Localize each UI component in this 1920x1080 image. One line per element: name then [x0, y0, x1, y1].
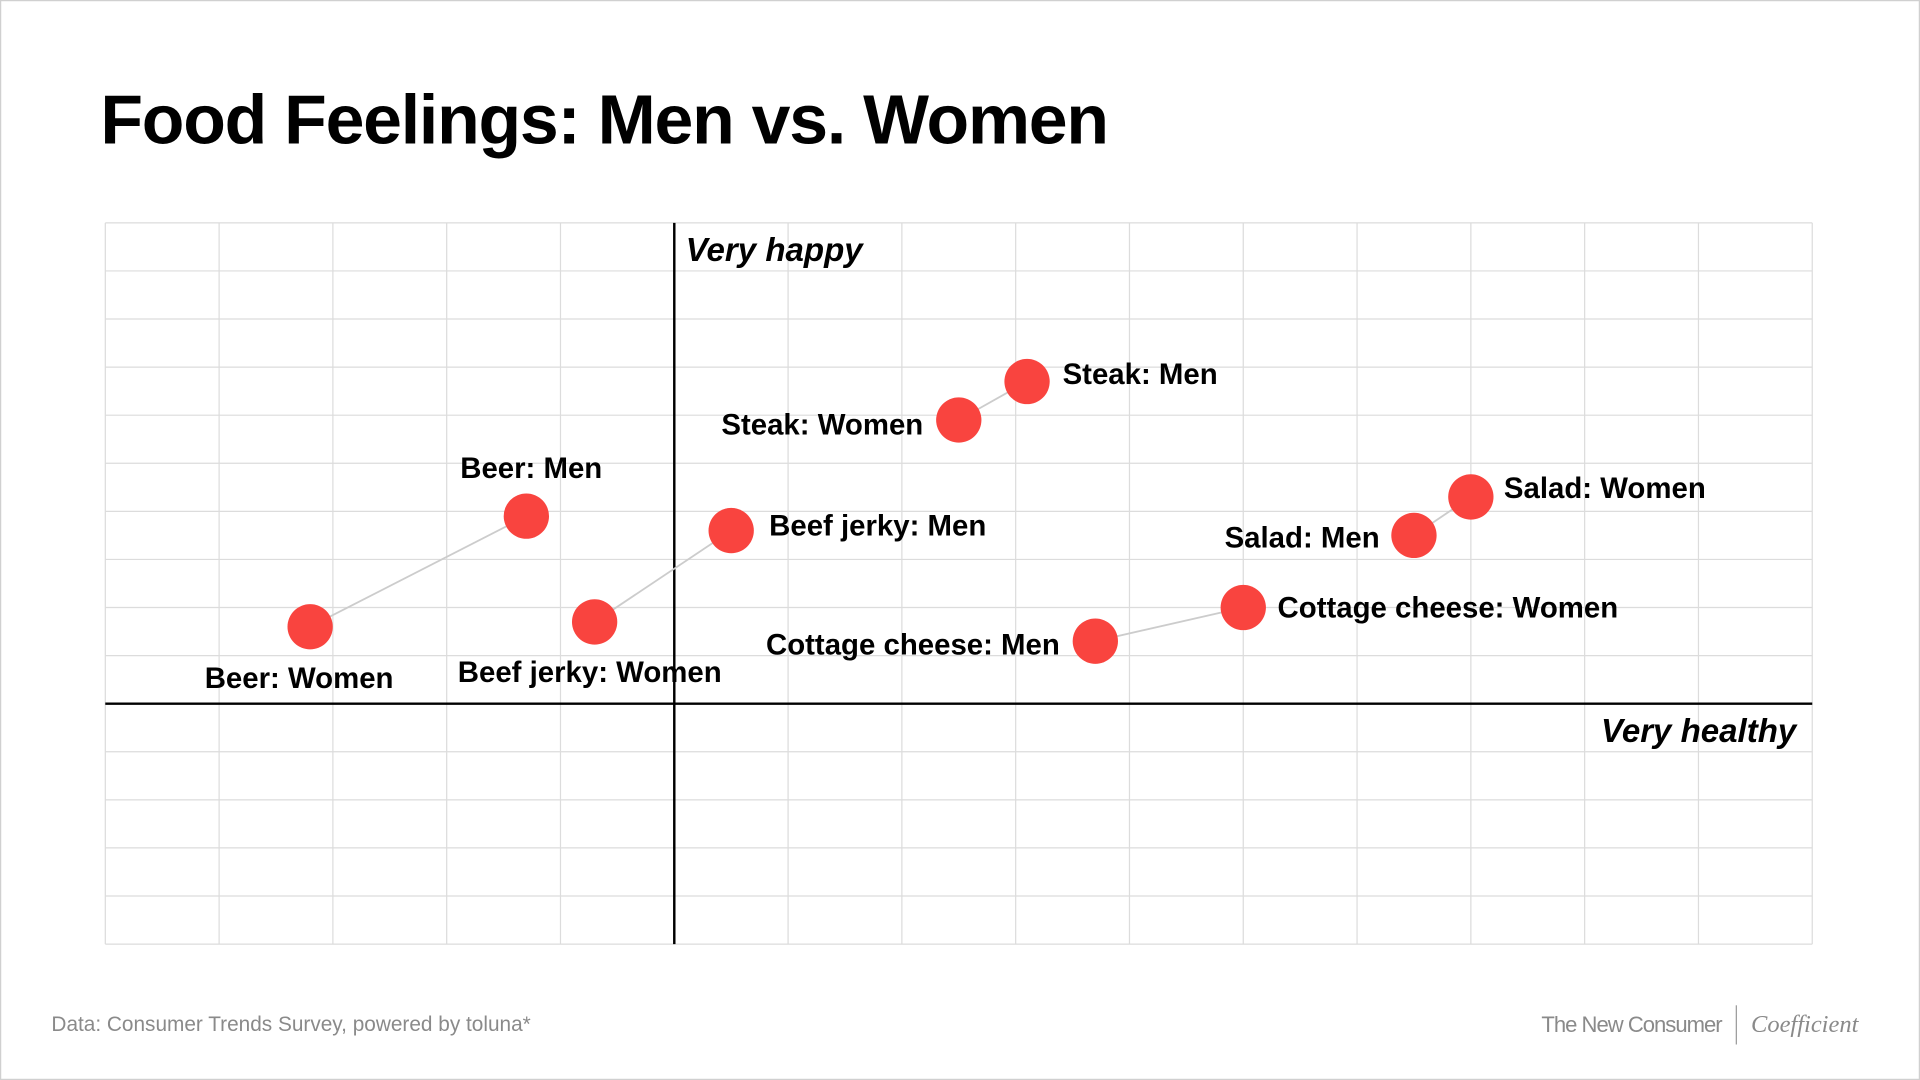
data-point: [1072, 618, 1118, 664]
data-label: Salad: Men: [1225, 522, 1380, 555]
data-label: Steak: Men: [1063, 358, 1218, 391]
data-label: Cottage cheese: Women: [1278, 591, 1619, 624]
data-point: [1004, 358, 1050, 405]
data-label: Beef jerky: Men: [769, 509, 986, 542]
data-label: Beer: Women: [205, 662, 394, 695]
data-point: [571, 599, 618, 645]
data-label: Steak: Women: [721, 409, 923, 442]
data-point: [936, 397, 982, 443]
data-point: [287, 604, 333, 650]
data-point: [708, 507, 754, 554]
points: Beer: Women Beer: Men Beef jerky: Women Bee…: [205, 358, 1706, 695]
axes: [105, 222, 1813, 945]
grid: [104, 222, 1813, 945]
connector-line: [594, 529, 732, 623]
y-axis-label: Very happy: [686, 232, 865, 269]
data-label: Beef jerky: Women: [458, 656, 722, 689]
chart-title: Food Feelings: Men vs. Women: [100, 80, 1107, 158]
data-label: Salad: Women: [1504, 472, 1706, 505]
connector-line: [1095, 606, 1244, 643]
data-label: Cottage cheese: Men: [766, 629, 1060, 662]
data-point: [1391, 512, 1437, 559]
brand-the-new-consumer: The New Consumer: [1541, 1012, 1722, 1037]
brand-coefficient: Coefficient: [1751, 1011, 1860, 1038]
connector-line: [309, 515, 527, 628]
data-point: [503, 493, 550, 539]
x-axis-label: Very healthy: [1601, 713, 1798, 750]
source-note: Data: Consumer Trends Survey, powered by…: [51, 1013, 530, 1036]
data-point: [1448, 474, 1494, 520]
data-point: [1220, 584, 1266, 631]
data-label: Beer: Men: [460, 452, 602, 485]
